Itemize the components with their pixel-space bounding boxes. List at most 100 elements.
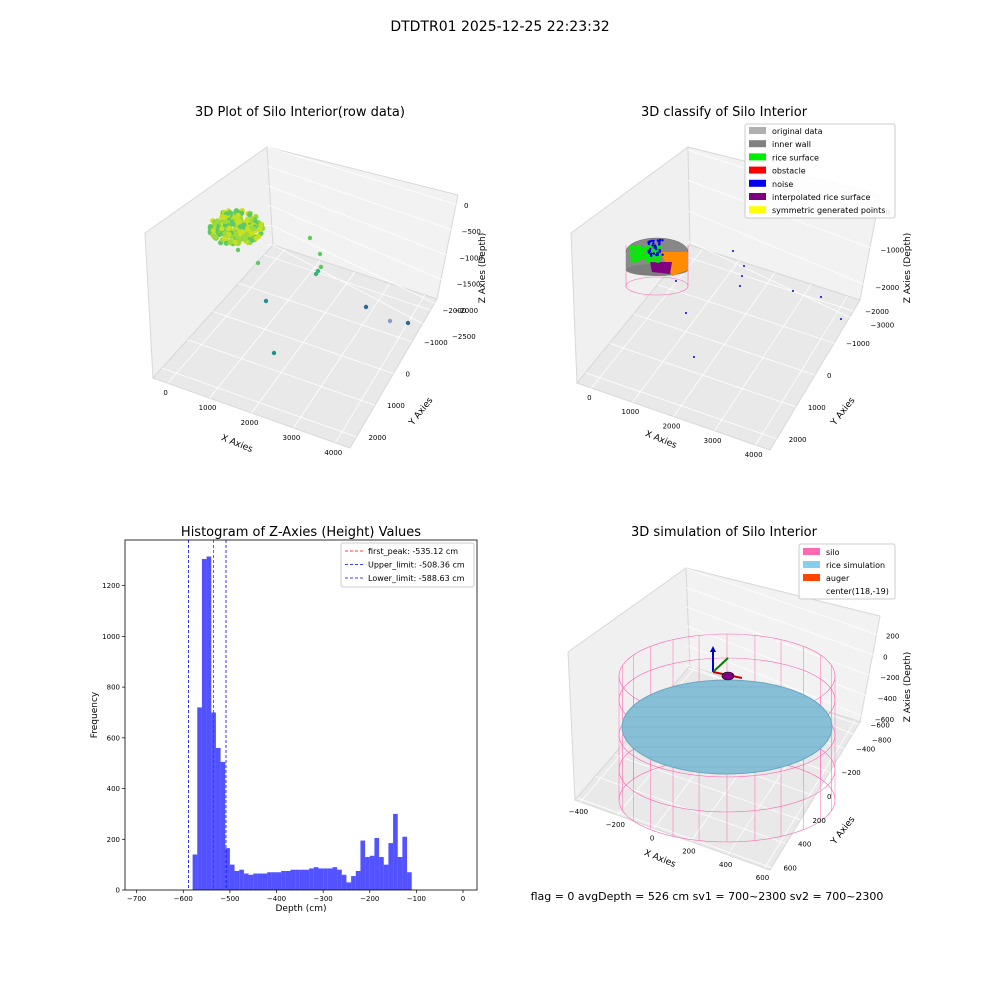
raw-z-ticks: 0 −500 −1000 −1500 −2000 −2500 [452, 202, 483, 341]
hist-bar [369, 855, 375, 890]
raw-grid-y-line [161, 367, 357, 438]
sim-grid-z-line [685, 568, 881, 636]
hist-x-tick: −200 [360, 895, 379, 903]
cls-xlabel: X Axies [643, 429, 678, 451]
cls-legend-swatch [749, 179, 766, 187]
hist-xlabel: Depth (cm) [275, 904, 326, 914]
hist-y-tick: 1200 [102, 582, 120, 590]
raw-point [250, 226, 256, 232]
raw-grid-z-line [268, 166, 456, 232]
hist-bar [299, 869, 305, 890]
sim-x-tick: 200 [682, 848, 695, 856]
raw-grid-y-line [263, 254, 431, 311]
cls-legend: original data inner wall rice surface obsta… [744, 123, 896, 219]
cls-legend-label: inner wall [772, 140, 811, 149]
hist-bar [365, 857, 370, 890]
sim-z-tick: 0 [883, 653, 887, 661]
cls-grid-y-line [609, 342, 796, 408]
cls-x-tick: 4000 [745, 451, 763, 459]
cls-y-tick: −1000 [846, 340, 870, 348]
raw-point [387, 318, 393, 324]
sim-xlabel: X Axies [642, 848, 677, 870]
cls-legend-swatch [749, 166, 766, 174]
sim-y-tick: −200 [842, 769, 861, 777]
raw-grid-y-line [212, 311, 394, 374]
panel-classify-title: 3D classify of Silo Interior [641, 105, 808, 120]
raw-point [317, 251, 323, 257]
cls-point-noise [652, 242, 655, 245]
sim-zlabel: Z Axies (Depth) [903, 652, 913, 723]
cls-z-tick: −2000 [876, 284, 900, 292]
raw-point [245, 226, 251, 232]
sim-z-tick: −400 [878, 695, 897, 703]
cls-point-rice [651, 258, 655, 262]
cls-point-rice [632, 256, 636, 260]
raw-y-tick: 2000 [368, 434, 386, 442]
sim-rice-mesh [622, 686, 832, 768]
sim-x-tick: 400 [719, 861, 732, 869]
hist-y-tick: 200 [107, 836, 120, 844]
cls-point-noise [649, 247, 652, 251]
sim-y-ticks: 600 400 200 0 −200 −400 −600 [783, 721, 889, 872]
cls-gridlines [585, 149, 880, 446]
sim-z-ticks: 200 0 −200 −400 −600 −800 [872, 632, 900, 744]
cls-point-rice [628, 245, 632, 250]
raw-point [318, 264, 324, 270]
hist-y-tick: 600 [107, 734, 120, 742]
cls-point-noise [792, 290, 794, 292]
hist-bar [248, 874, 254, 890]
raw-grid-z-line [272, 244, 447, 337]
cls-z-tick: −3000 [871, 321, 895, 329]
sim-legend-label: silo [826, 548, 840, 557]
sim-axis-z-arrowhead [710, 646, 716, 652]
sim-x-tick: −200 [606, 821, 625, 829]
hist-legend-box [340, 542, 475, 588]
raw-y-tick: −1000 [424, 339, 448, 347]
raw-y-tick: 0 [406, 371, 410, 379]
hist-legend-label: Lower_limit: -588.63 cm [368, 574, 465, 583]
panel-raw-title: 3D Plot of Silo Interior(row data) [195, 105, 405, 120]
raw-x-tick: 0 [163, 389, 167, 397]
raw-point [247, 212, 253, 218]
raw-point [210, 227, 216, 233]
raw-point [255, 260, 261, 266]
sim-z-tick: −600 [875, 716, 894, 724]
panel-histogram: Histogram of Z-Axies (Height) Values −70… [90, 525, 478, 914]
cls-point-rice [630, 259, 634, 263]
sim-auger-marker [721, 671, 735, 681]
cls-point-noise [739, 285, 741, 287]
hist-legend-label: first_peak: -535.12 cm [368, 547, 458, 556]
raw-z-tick: −1500 [457, 281, 481, 289]
raw-point [257, 226, 263, 233]
hist-bar [234, 870, 240, 890]
hist-bars [192, 556, 412, 890]
hist-x-tick: −500 [220, 895, 239, 903]
sim-grid-y-line [576, 797, 772, 868]
sim-y-tick: 400 [798, 841, 811, 849]
cls-point-noise [661, 253, 664, 256]
raw-z-tick: 0 [464, 202, 468, 210]
cls-point-rice [655, 259, 660, 263]
cls-y-tick: 2000 [789, 436, 807, 444]
hist-x-tick: 0 [461, 895, 465, 903]
hist-y-ticks: 0 200 400 600 800 1000 1200 [102, 582, 125, 895]
raw-point [307, 235, 313, 241]
cls-grid-y-line [585, 372, 777, 440]
raw-y-tick: −2000 [443, 307, 467, 315]
cls-legend-label: interpolated rice surface [772, 193, 870, 202]
hist-bar [383, 864, 389, 890]
cls-legend-swatch [749, 127, 766, 134]
cls-legend-swatch [749, 193, 766, 200]
raw-y-ticks: 2000 1000 0 −1000 −2000 [368, 307, 466, 442]
hist-bar [323, 868, 328, 890]
raw-point [363, 304, 369, 310]
raw-x-ticks: 0 1000 2000 3000 4000 [163, 389, 342, 457]
hist-bar [276, 872, 282, 890]
cls-point-rice [633, 251, 638, 255]
sim-legend-label: center(118,-19) [826, 587, 889, 596]
cls-point-noise [658, 238, 662, 242]
hist-y-tick: 400 [107, 785, 120, 793]
hist-bar [197, 707, 202, 890]
sim-legend-box [798, 543, 896, 600]
